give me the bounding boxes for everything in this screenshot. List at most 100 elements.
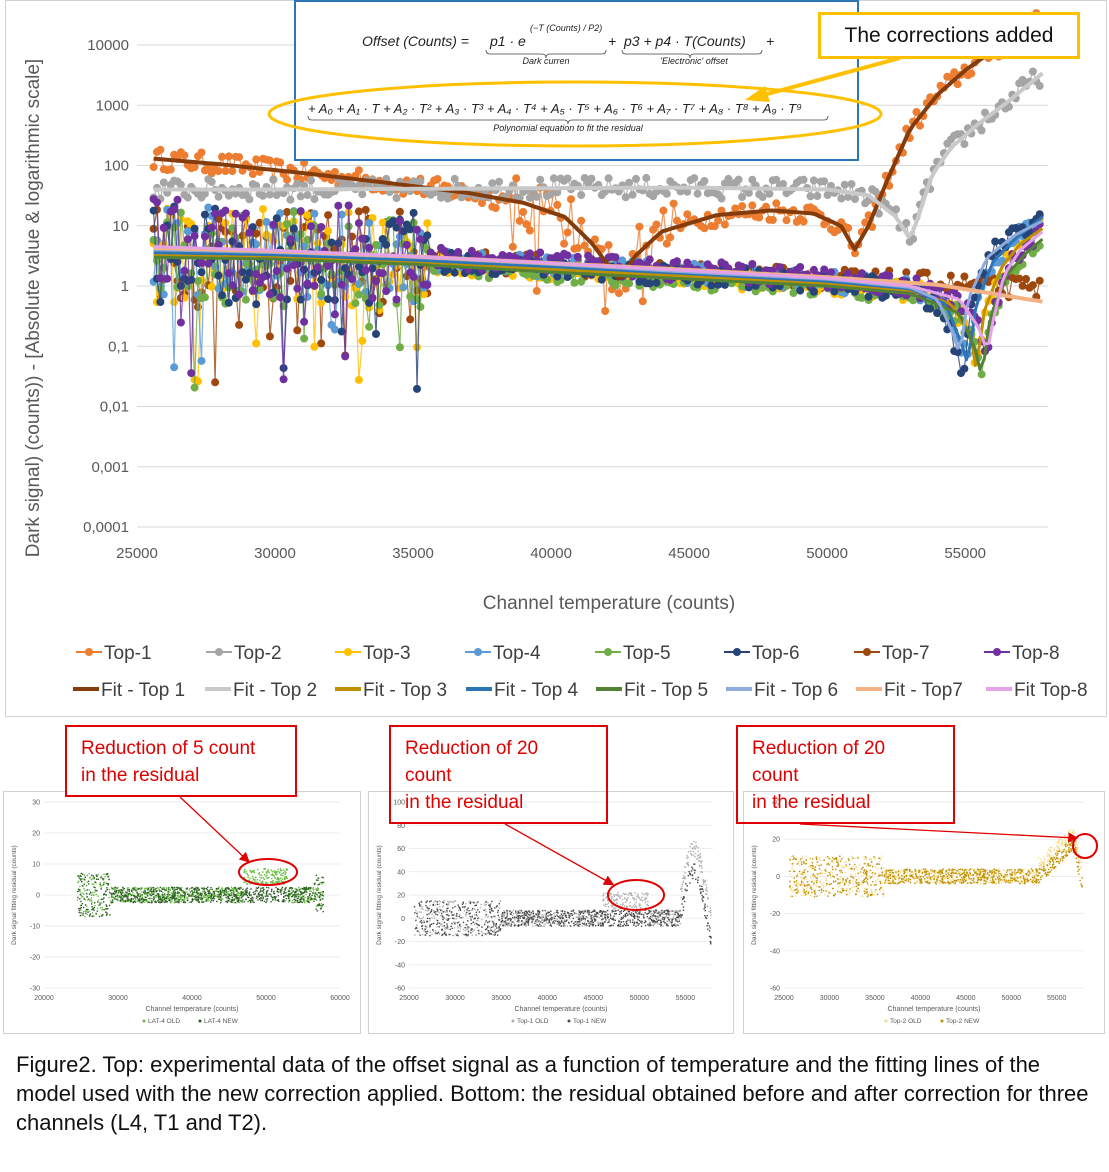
data-point	[796, 286, 805, 295]
residual-point	[192, 895, 194, 897]
data-point	[214, 271, 223, 280]
residual-point	[255, 897, 258, 899]
residual-point	[134, 898, 137, 900]
residual-point	[262, 892, 265, 894]
residual-point	[691, 843, 694, 845]
residual-point	[315, 888, 317, 890]
residual-point	[300, 898, 302, 901]
data-point	[300, 334, 309, 343]
residual-point	[621, 899, 624, 901]
residual-point	[245, 888, 247, 890]
residual-point	[172, 892, 174, 894]
residual-point	[195, 892, 198, 894]
data-point	[149, 163, 158, 172]
legend: Top-1 Top-2 Top-3 Top-4 Top-5 Top-6 Top-7 Top-8…	[73, 643, 1088, 701]
residual-point	[682, 877, 684, 879]
residual-point	[298, 886, 300, 888]
residual-point	[91, 883, 93, 885]
data-point	[645, 279, 654, 288]
data-point	[300, 317, 309, 326]
data-point	[327, 238, 336, 247]
residual-point	[285, 877, 288, 879]
residual-point	[139, 893, 141, 895]
data-point	[977, 126, 986, 135]
residual-point	[257, 899, 259, 901]
data-point	[170, 298, 179, 307]
residual-point	[197, 900, 199, 902]
residual-point	[422, 908, 424, 910]
residual-point	[153, 891, 155, 893]
residual-point	[458, 909, 460, 912]
residual-point	[638, 903, 641, 905]
residual-point	[575, 916, 578, 918]
residual-point	[271, 882, 274, 884]
residual-point	[252, 899, 254, 901]
residual-point	[91, 912, 94, 914]
residual-point	[301, 898, 303, 900]
data-point	[269, 220, 278, 229]
residual-point	[168, 897, 170, 900]
residual-point	[234, 886, 236, 889]
residual-point	[111, 893, 113, 896]
residual-point	[506, 917, 509, 919]
residual-point	[274, 899, 277, 901]
data-point	[638, 297, 647, 306]
residual-point	[93, 894, 95, 897]
residual-point	[710, 914, 712, 917]
residual-point	[546, 922, 548, 924]
residual-point	[549, 913, 552, 915]
residual-point	[184, 898, 186, 900]
residual-point	[434, 932, 437, 934]
residual-point	[441, 925, 444, 927]
data-point	[652, 220, 661, 229]
residual-point	[700, 865, 703, 867]
residual-point	[217, 894, 219, 896]
residual-point	[443, 921, 446, 924]
residual-point	[180, 888, 182, 891]
residual-point	[631, 906, 633, 908]
residual-point	[322, 898, 324, 900]
residual-point	[131, 890, 133, 892]
residual-point	[134, 886, 136, 888]
legend-marker	[474, 648, 482, 656]
residual-point	[135, 889, 137, 891]
residual-point	[227, 887, 229, 889]
residual-point	[586, 925, 588, 927]
residual-point	[80, 900, 82, 903]
residual-point	[114, 886, 116, 889]
residual-point	[445, 928, 447, 930]
data-point	[241, 275, 250, 284]
residual-point	[84, 904, 87, 906]
data-point	[358, 336, 367, 345]
residual-point	[162, 886, 164, 889]
residual-point	[476, 926, 478, 929]
residual-point	[205, 887, 208, 890]
residual-point	[220, 902, 222, 904]
residual-point	[560, 915, 562, 917]
residual-point	[150, 888, 152, 890]
residual-point	[92, 907, 94, 910]
residual-point	[536, 921, 538, 923]
residual-point	[100, 888, 102, 890]
residual-point	[257, 893, 259, 896]
residual-point	[518, 914, 520, 917]
legend-entry: Top-2	[206, 643, 282, 664]
residual-point	[260, 874, 263, 877]
residual-point	[190, 895, 192, 897]
residual-point	[256, 881, 258, 883]
residual-point	[484, 915, 487, 917]
residual-point	[196, 888, 199, 890]
residual-point	[267, 895, 269, 897]
residual-point	[312, 892, 314, 894]
eq-term2: p3 + p4 · T(Counts)	[623, 33, 746, 49]
fit-line-fit-top-3	[153, 227, 1044, 367]
residual-point	[296, 893, 298, 895]
residual-point	[209, 892, 211, 894]
residual-point	[133, 894, 136, 896]
residual-point	[542, 925, 544, 927]
residual-point	[239, 899, 241, 901]
residual-point	[557, 912, 559, 915]
residual-point	[101, 909, 103, 911]
residual-point	[644, 897, 647, 899]
residual-point	[682, 880, 684, 882]
